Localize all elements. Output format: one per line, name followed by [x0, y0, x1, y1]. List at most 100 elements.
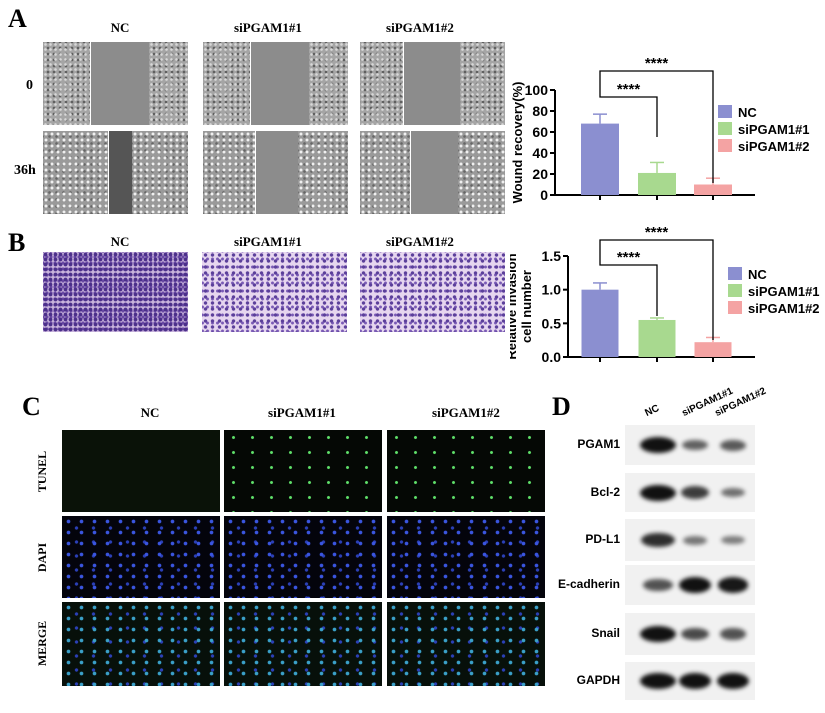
wound-image-si1-0h [203, 42, 348, 125]
y-axis-label: Relative invasion [510, 253, 519, 359]
legend-swatch [728, 284, 742, 297]
band [642, 579, 674, 591]
band [721, 535, 745, 545]
bar-NC [581, 289, 619, 357]
band [641, 533, 675, 547]
tunel-image-si2 [387, 430, 545, 512]
dapi-image-nc [62, 516, 220, 598]
protein-label: Bcl-2 [590, 484, 620, 499]
y-tick-label: 60 [532, 124, 548, 140]
y-tick-label: 80 [532, 103, 548, 119]
legend-label: siPGAM1#1 [738, 122, 810, 137]
wound-image-si1-36h [203, 131, 348, 214]
y-tick-label: 0.5 [542, 315, 562, 331]
col-header-si2: siPGAM1#2 [386, 20, 454, 35]
significance-label: **** [645, 55, 669, 72]
transwell-image-nc [43, 252, 188, 332]
band [640, 437, 676, 453]
bar-siPGAM1#2 [694, 184, 732, 195]
col-header-nc: NC [110, 234, 130, 249]
legend-label: siPGAM1#2 [748, 301, 820, 316]
band [640, 484, 676, 501]
col-header-si2: siPGAM1#2 [432, 405, 500, 420]
bar-NC [581, 123, 619, 195]
panel-c-label: C [22, 392, 41, 421]
significance-bracket [599, 255, 658, 316]
y-tick-label: 0.0 [542, 349, 562, 365]
row-label-dapi: DAPI [35, 542, 50, 573]
transwell-image-si2 [360, 252, 505, 332]
band [679, 673, 711, 689]
row-label-0h: 0 [26, 78, 33, 93]
legend-swatch [718, 105, 732, 118]
legend-swatch [718, 139, 732, 152]
row-label-36h: 36h [14, 163, 36, 178]
band [682, 535, 708, 545]
significance-label: **** [617, 249, 641, 266]
protein-label: PGAM1 [577, 437, 620, 451]
legend-swatch [728, 267, 742, 280]
band [717, 673, 749, 689]
y-tick-label: 1.5 [542, 248, 562, 264]
transwell-image-si1 [202, 252, 347, 332]
blot-strip-PD-L1 [625, 519, 755, 561]
col-header-si2: siPGAM1#2 [386, 234, 454, 249]
col-header-si1: siPGAM1#1 [234, 234, 302, 249]
significance-label: **** [645, 224, 669, 241]
legend-label: NC [748, 267, 767, 282]
wound-image-si2-36h [360, 131, 505, 214]
band [682, 439, 708, 451]
legend-label: siPGAM1#2 [738, 139, 810, 154]
merge-image-si2 [387, 602, 545, 686]
significance-label: **** [617, 81, 641, 98]
y-tick-label: 20 [532, 166, 548, 182]
y-axis-label: Wound recovery(%) [510, 82, 525, 204]
panel-b-label: B [8, 228, 26, 257]
protein-label: Snail [591, 626, 620, 640]
y-tick-label: 40 [532, 145, 548, 161]
wound-image-nc-0h [43, 42, 188, 125]
y-tick-label: 100 [525, 82, 549, 98]
legend-swatch [728, 301, 742, 314]
blot-strip-E-cadherin [625, 565, 755, 605]
panel-a-label: A [8, 4, 27, 33]
merge-image-nc [62, 602, 220, 686]
band [640, 673, 676, 689]
lane-label-nc: NC [643, 402, 662, 419]
blot-strip-Snail [625, 613, 755, 655]
col-header-si1: siPGAM1#1 [234, 20, 302, 35]
band [717, 577, 749, 593]
col-header-nc: NC [140, 405, 160, 420]
tunel-image-si1 [224, 430, 382, 512]
legend-swatch [718, 122, 732, 135]
protein-label: GAPDH [576, 673, 620, 687]
tunel-image-nc [62, 430, 220, 512]
y-tick-label: 1.0 [542, 282, 562, 298]
band [679, 577, 711, 593]
band [720, 487, 746, 498]
col-header-nc: NC [110, 20, 130, 35]
merge-image-si1 [224, 602, 382, 686]
dapi-image-si1 [224, 516, 382, 598]
significance-bracket [599, 70, 714, 183]
protein-label: PD-L1 [585, 532, 620, 546]
col-header-si1: siPGAM1#1 [268, 405, 336, 420]
panel-d-label: D [552, 392, 571, 421]
invasion-chart: 0.0 0.5 1.0 1.5 Relative invasion cell number… [510, 224, 820, 365]
wound-image-nc-36h [43, 131, 188, 214]
wound-image-si2-0h [360, 42, 505, 125]
bar-siPGAM1#2 [694, 342, 732, 357]
significance-bracket [599, 87, 658, 137]
row-label-merge: MERGE [35, 620, 50, 667]
y-tick-label: 0 [540, 187, 548, 203]
legend-label: siPGAM1#1 [748, 284, 820, 299]
protein-label: E-cadherin [557, 577, 620, 591]
band [719, 439, 747, 451]
band [640, 626, 676, 642]
significance-bracket [599, 239, 714, 340]
legend-label: NC [738, 105, 757, 120]
band [680, 486, 710, 499]
band [681, 628, 709, 640]
